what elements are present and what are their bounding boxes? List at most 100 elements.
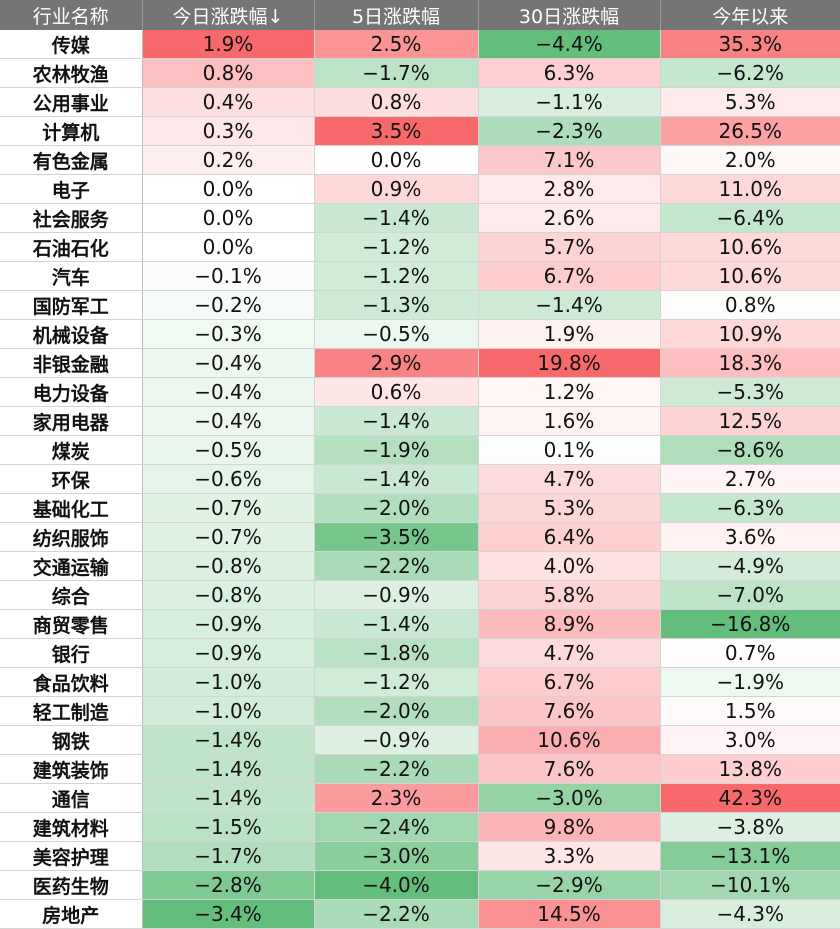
30day-change-cell: 6.3% bbox=[478, 58, 661, 88]
ytd-change-cell: 5.3% bbox=[660, 87, 840, 117]
industry-name-cell: 计算机 bbox=[0, 116, 143, 146]
industry-name-cell: 交通运输 bbox=[0, 551, 143, 581]
industry-name-cell: 轻工制造 bbox=[0, 696, 143, 726]
5day-change-cell: −3.0% bbox=[314, 841, 479, 871]
ytd-change-cell: 10.6% bbox=[660, 261, 840, 291]
table-row: 公用事业 0.4% 0.8% −1.1% 5.3% bbox=[0, 87, 840, 117]
table-row: 建筑装饰 −1.4% −2.2% 7.6% 13.8% bbox=[0, 754, 840, 784]
header-row: 行业名称 今日涨跌幅↓ 5日涨跌幅 30日涨跌幅 今年以来 bbox=[0, 0, 840, 30]
30day-change-cell: 1.6% bbox=[478, 406, 661, 436]
industry-name-cell: 通信 bbox=[0, 783, 143, 813]
today-change-cell: 0.3% bbox=[142, 116, 315, 146]
industry-name-cell: 银行 bbox=[0, 638, 143, 668]
today-change-cell: −0.3% bbox=[142, 319, 315, 349]
today-change-cell: 0.4% bbox=[142, 87, 315, 117]
5day-change-cell: −2.2% bbox=[314, 551, 479, 581]
industry-name-cell: 建筑材料 bbox=[0, 812, 143, 842]
5day-change-cell: 2.5% bbox=[314, 30, 479, 59]
ytd-change-cell: −6.2% bbox=[660, 58, 840, 88]
industry-name-cell: 食品饮料 bbox=[0, 667, 143, 697]
30day-change-cell: 5.8% bbox=[478, 580, 661, 610]
ytd-change-cell: −13.1% bbox=[660, 841, 840, 871]
header-today-change[interactable]: 今日涨跌幅↓ bbox=[142, 0, 315, 30]
5day-change-cell: −2.2% bbox=[314, 754, 479, 784]
ytd-change-cell: 3.6% bbox=[660, 522, 840, 552]
industry-name-cell: 美容护理 bbox=[0, 841, 143, 871]
ytd-change-cell: 10.9% bbox=[660, 319, 840, 349]
5day-change-cell: −2.0% bbox=[314, 696, 479, 726]
30day-change-cell: 1.9% bbox=[478, 319, 661, 349]
5day-change-cell: 3.5% bbox=[314, 116, 479, 146]
table-row: 银行 −0.9% −1.8% 4.7% 0.7% bbox=[0, 638, 840, 668]
30day-change-cell: −2.3% bbox=[478, 116, 661, 146]
ytd-change-cell: 3.0% bbox=[660, 725, 840, 755]
30day-change-cell: 7.6% bbox=[478, 754, 661, 784]
ytd-change-cell: −4.3% bbox=[660, 899, 840, 929]
today-change-cell: −0.1% bbox=[142, 261, 315, 291]
industry-name-cell: 纺织服饰 bbox=[0, 522, 143, 552]
today-change-cell: −0.9% bbox=[142, 609, 315, 639]
ytd-change-cell: −16.8% bbox=[660, 609, 840, 639]
30day-change-cell: 6.4% bbox=[478, 522, 661, 552]
table-body: 传媒 1.9% 2.5% −4.4% 35.3% 农林牧渔 0.8% −1.7% 6.3% −6.… bbox=[0, 30, 840, 929]
5day-change-cell: −0.9% bbox=[314, 580, 479, 610]
5day-change-cell: −1.4% bbox=[314, 203, 479, 233]
30day-change-cell: 6.7% bbox=[478, 261, 661, 291]
header-industry-name[interactable]: 行业名称 bbox=[0, 0, 143, 30]
header-ytd-change[interactable]: 今年以来 bbox=[660, 0, 840, 30]
header-30day-change[interactable]: 30日涨跌幅 bbox=[478, 0, 661, 30]
industry-name-cell: 农林牧渔 bbox=[0, 58, 143, 88]
ytd-change-cell: −6.4% bbox=[660, 203, 840, 233]
industry-name-cell: 医药生物 bbox=[0, 870, 143, 900]
5day-change-cell: −1.2% bbox=[314, 232, 479, 262]
today-change-cell: −1.5% bbox=[142, 812, 315, 842]
30day-change-cell: −1.4% bbox=[478, 290, 661, 320]
today-change-cell: −1.4% bbox=[142, 783, 315, 813]
today-change-cell: −0.4% bbox=[142, 348, 315, 378]
30day-change-cell: 10.6% bbox=[478, 725, 661, 755]
5day-change-cell: −1.9% bbox=[314, 435, 479, 465]
today-change-cell: −1.0% bbox=[142, 696, 315, 726]
ytd-change-cell: −5.3% bbox=[660, 377, 840, 407]
ytd-change-cell: 42.3% bbox=[660, 783, 840, 813]
ytd-change-cell: 1.5% bbox=[660, 696, 840, 726]
30day-change-cell: 4.7% bbox=[478, 638, 661, 668]
ytd-change-cell: −7.0% bbox=[660, 580, 840, 610]
today-change-cell: 0.2% bbox=[142, 145, 315, 175]
industry-name-cell: 房地产 bbox=[0, 899, 143, 929]
industry-name-cell: 石油石化 bbox=[0, 232, 143, 262]
today-change-cell: −0.4% bbox=[142, 406, 315, 436]
industry-name-cell: 建筑装饰 bbox=[0, 754, 143, 784]
30day-change-cell: −4.4% bbox=[478, 30, 661, 59]
ytd-change-cell: 0.7% bbox=[660, 638, 840, 668]
table-row: 非银金融 −0.4% 2.9% 19.8% 18.3% bbox=[0, 348, 840, 378]
5day-change-cell: −2.0% bbox=[314, 493, 479, 523]
ytd-change-cell: −3.8% bbox=[660, 812, 840, 842]
table-row: 农林牧渔 0.8% −1.7% 6.3% −6.2% bbox=[0, 58, 840, 88]
ytd-change-cell: 35.3% bbox=[660, 30, 840, 59]
today-change-cell: −1.4% bbox=[142, 754, 315, 784]
industry-name-cell: 基础化工 bbox=[0, 493, 143, 523]
today-change-cell: −0.7% bbox=[142, 522, 315, 552]
table-row: 电子 0.0% 0.9% 2.8% 11.0% bbox=[0, 174, 840, 204]
today-change-cell: −3.4% bbox=[142, 899, 315, 929]
table-row: 钢铁 −1.4% −0.9% 10.6% 3.0% bbox=[0, 725, 840, 755]
table-row: 环保 −0.6% −1.4% 4.7% 2.7% bbox=[0, 464, 840, 494]
5day-change-cell: −0.9% bbox=[314, 725, 479, 755]
today-change-cell: 0.8% bbox=[142, 58, 315, 88]
5day-change-cell: 0.8% bbox=[314, 87, 479, 117]
header-5day-change[interactable]: 5日涨跌幅 bbox=[314, 0, 479, 30]
5day-change-cell: −1.7% bbox=[314, 58, 479, 88]
industry-name-cell: 国防军工 bbox=[0, 290, 143, 320]
5day-change-cell: 0.0% bbox=[314, 145, 479, 175]
ytd-change-cell: −6.3% bbox=[660, 493, 840, 523]
industry-name-cell: 传媒 bbox=[0, 30, 143, 59]
5day-change-cell: −2.4% bbox=[314, 812, 479, 842]
30day-change-cell: 19.8% bbox=[478, 348, 661, 378]
5day-change-cell: −1.8% bbox=[314, 638, 479, 668]
table-row: 建筑材料 −1.5% −2.4% 9.8% −3.8% bbox=[0, 812, 840, 842]
table-row: 电力设备 −0.4% 0.6% 1.2% −5.3% bbox=[0, 377, 840, 407]
table-row: 轻工制造 −1.0% −2.0% 7.6% 1.5% bbox=[0, 696, 840, 726]
today-change-cell: 0.0% bbox=[142, 174, 315, 204]
30day-change-cell: 4.7% bbox=[478, 464, 661, 494]
